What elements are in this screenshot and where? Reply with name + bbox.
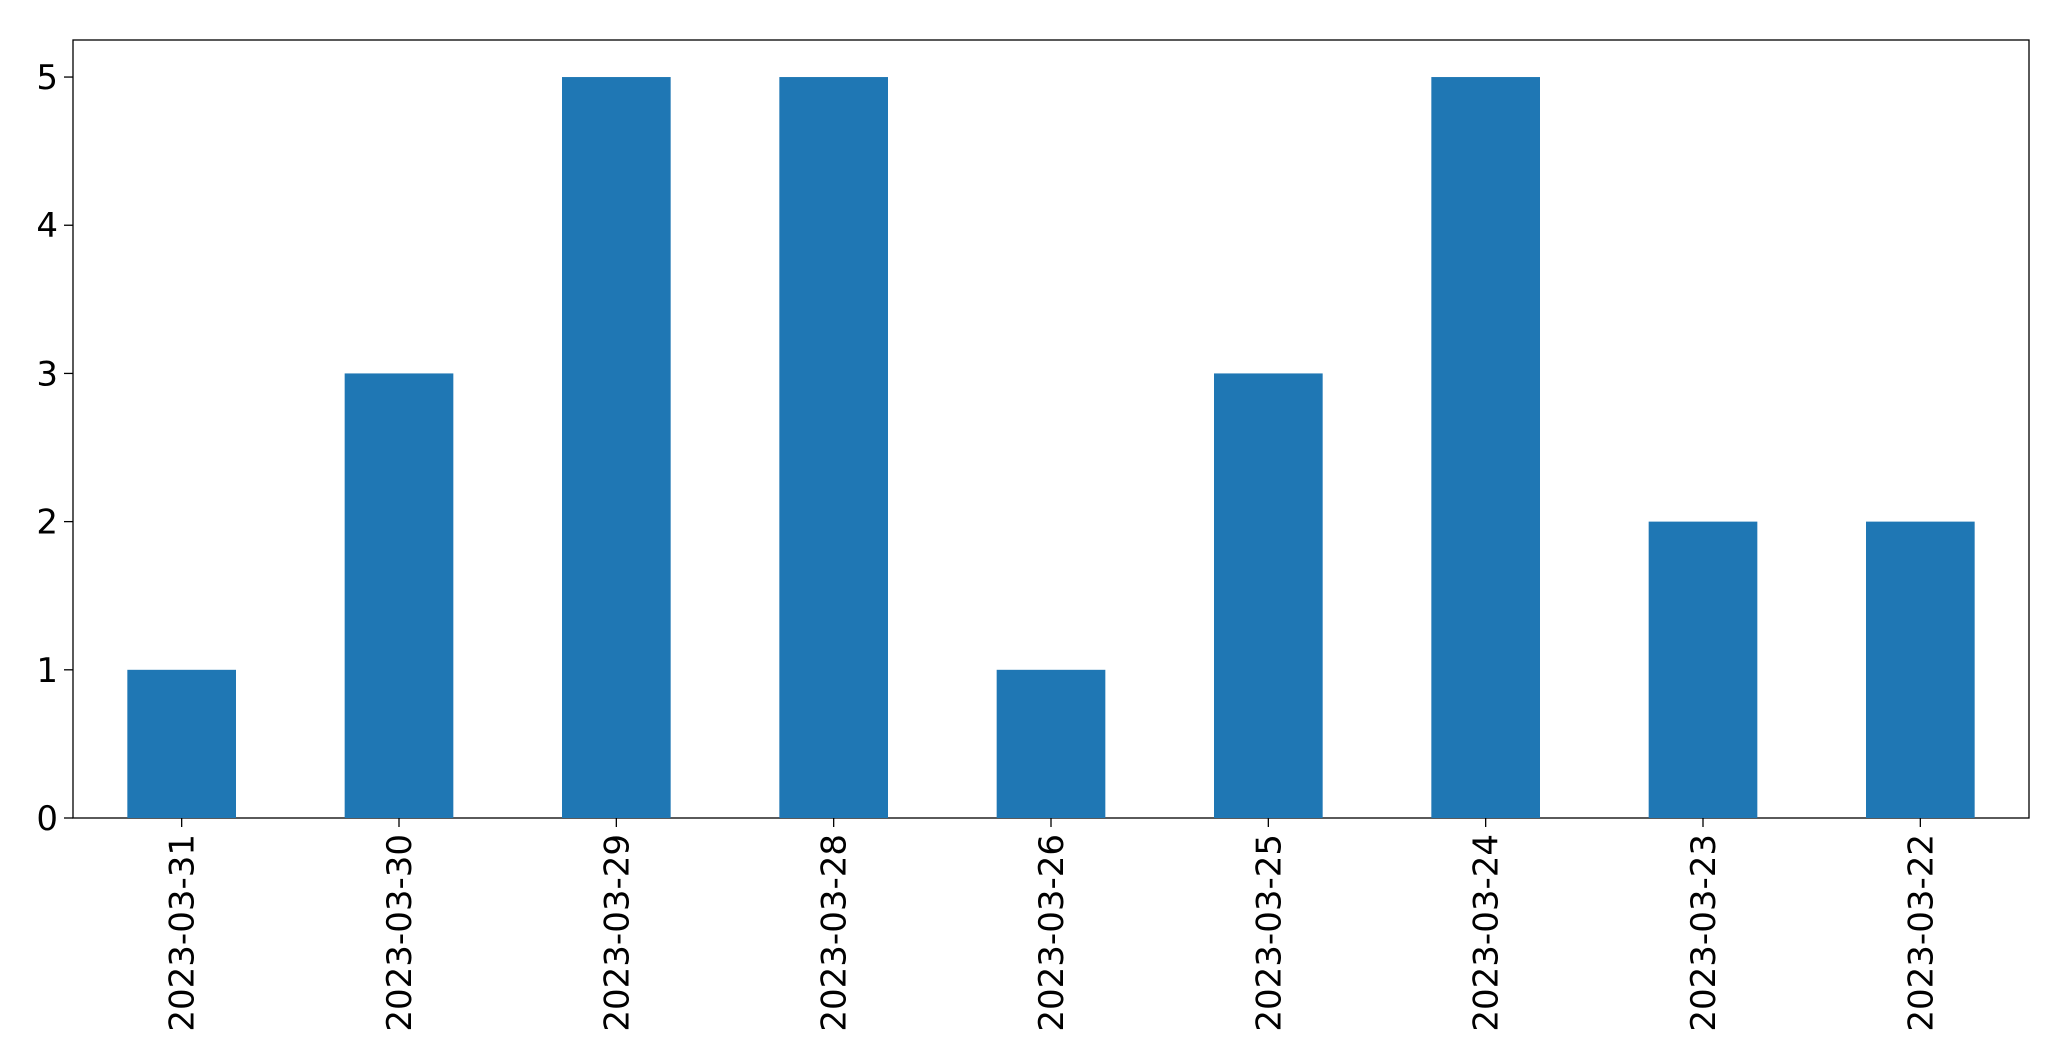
x-tick-label: 2023-03-30	[380, 834, 420, 1032]
bar	[344, 373, 454, 818]
x-tick-label: 2023-03-24	[1467, 834, 1507, 1032]
x-tick-label: 2023-03-23	[1684, 834, 1724, 1032]
y-tick-label: 0	[36, 799, 58, 839]
y-tick-label: 5	[36, 58, 58, 98]
x-tick-label: 2023-03-28	[815, 834, 855, 1032]
x-tick-label: 2023-03-25	[1249, 834, 1289, 1032]
bar	[1431, 77, 1540, 819]
x-tick-label: 2023-03-29	[597, 834, 637, 1032]
x-tick-label: 2023-03-31	[163, 834, 203, 1032]
x-tick-label: 2023-03-26	[1032, 834, 1072, 1032]
bar	[996, 669, 1106, 818]
bar	[562, 77, 671, 819]
y-tick-label: 2	[36, 503, 58, 543]
bar	[779, 77, 888, 819]
bar	[127, 669, 236, 818]
bar	[1214, 373, 1323, 818]
y-tick-label: 3	[36, 354, 58, 394]
bar	[1866, 521, 1975, 818]
bar	[1648, 521, 1758, 818]
y-tick-label: 1	[36, 651, 58, 691]
y-tick-label: 4	[36, 206, 58, 246]
x-tick-label: 2023-03-22	[1901, 834, 1941, 1032]
